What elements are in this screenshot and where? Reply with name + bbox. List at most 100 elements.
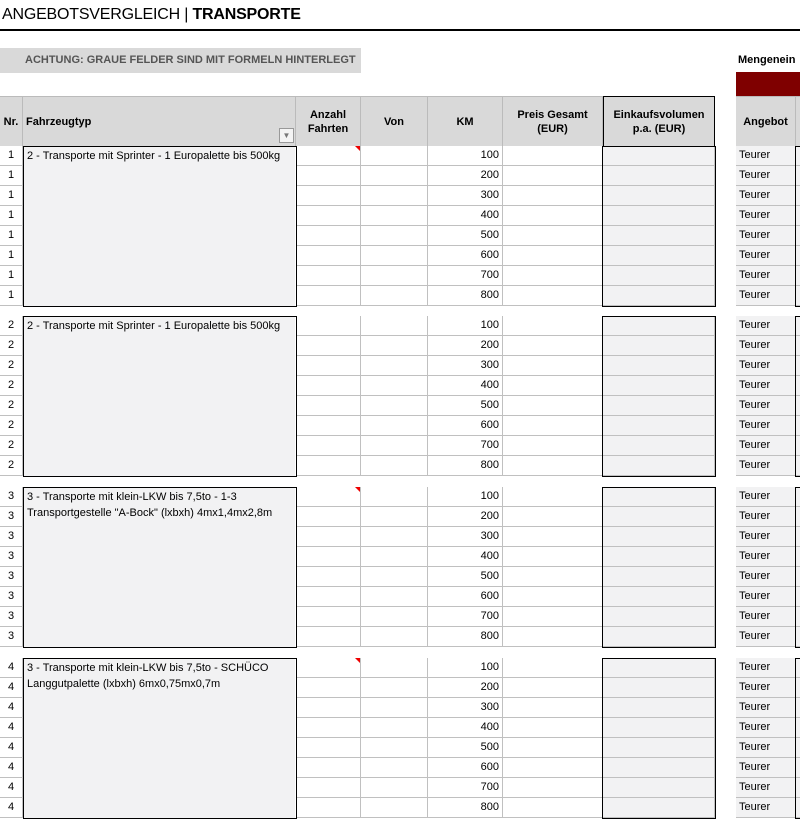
anzahl-cell[interactable] bbox=[296, 718, 361, 738]
km-cell[interactable]: 100 bbox=[428, 316, 503, 336]
preis-cell[interactable] bbox=[503, 607, 603, 627]
preis-cell[interactable] bbox=[503, 226, 603, 246]
row-number[interactable]: 2 bbox=[0, 416, 23, 436]
col-header-fahrzeugtyp[interactable]: Fahrzeugtyp bbox=[23, 96, 296, 146]
von-cell[interactable] bbox=[361, 376, 428, 396]
col-header-anzahl[interactable]: Anzahl Fahrten bbox=[296, 96, 361, 146]
km-cell[interactable]: 100 bbox=[428, 658, 503, 678]
von-cell[interactable] bbox=[361, 316, 428, 336]
von-cell[interactable] bbox=[361, 798, 428, 818]
preis-cell[interactable] bbox=[503, 186, 603, 206]
col-header-km[interactable]: KM bbox=[428, 96, 503, 146]
row-number[interactable]: 1 bbox=[0, 206, 23, 226]
anzahl-cell[interactable] bbox=[296, 678, 361, 698]
von-cell[interactable] bbox=[361, 186, 428, 206]
preis-cell[interactable] bbox=[503, 416, 603, 436]
fahrzeugtyp-cell[interactable]: 3 - Transporte mit klein-LKW bis 7,5to -… bbox=[24, 658, 295, 818]
preis-cell[interactable] bbox=[503, 206, 603, 226]
preis-cell[interactable] bbox=[503, 316, 603, 336]
von-cell[interactable] bbox=[361, 416, 428, 436]
row-number[interactable]: 4 bbox=[0, 758, 23, 778]
row-number[interactable]: 1 bbox=[0, 286, 23, 306]
von-cell[interactable] bbox=[361, 698, 428, 718]
row-number[interactable]: 2 bbox=[0, 356, 23, 376]
km-cell[interactable]: 800 bbox=[428, 456, 503, 476]
km-cell[interactable]: 400 bbox=[428, 718, 503, 738]
row-number[interactable]: 3 bbox=[0, 547, 23, 567]
preis-cell[interactable] bbox=[503, 658, 603, 678]
preis-cell[interactable] bbox=[503, 698, 603, 718]
row-number[interactable]: 2 bbox=[0, 456, 23, 476]
preis-cell[interactable] bbox=[503, 246, 603, 266]
row-number[interactable]: 3 bbox=[0, 567, 23, 587]
col-header-nr[interactable]: Nr. bbox=[0, 96, 23, 146]
von-cell[interactable] bbox=[361, 286, 428, 306]
preis-cell[interactable] bbox=[503, 678, 603, 698]
row-number[interactable]: 4 bbox=[0, 658, 23, 678]
preis-cell[interactable] bbox=[503, 166, 603, 186]
preis-cell[interactable] bbox=[503, 487, 603, 507]
km-cell[interactable]: 700 bbox=[428, 266, 503, 286]
km-cell[interactable]: 600 bbox=[428, 758, 503, 778]
anzahl-cell[interactable] bbox=[296, 246, 361, 266]
von-cell[interactable] bbox=[361, 246, 428, 266]
von-cell[interactable] bbox=[361, 487, 428, 507]
fahrzeugtyp-cell[interactable]: 2 - Transporte mit Sprinter - 1 Europale… bbox=[24, 316, 295, 476]
row-number[interactable]: 1 bbox=[0, 146, 23, 166]
anzahl-cell[interactable] bbox=[296, 627, 361, 647]
anzahl-cell[interactable] bbox=[296, 186, 361, 206]
col-header-von[interactable]: Von bbox=[361, 96, 428, 146]
km-cell[interactable]: 200 bbox=[428, 336, 503, 356]
preis-cell[interactable] bbox=[503, 507, 603, 527]
anzahl-cell[interactable] bbox=[296, 436, 361, 456]
row-number[interactable]: 2 bbox=[0, 376, 23, 396]
von-cell[interactable] bbox=[361, 658, 428, 678]
anzahl-cell[interactable] bbox=[296, 738, 361, 758]
preis-cell[interactable] bbox=[503, 436, 603, 456]
row-number[interactable]: 1 bbox=[0, 166, 23, 186]
von-cell[interactable] bbox=[361, 527, 428, 547]
anzahl-cell[interactable] bbox=[296, 396, 361, 416]
anzahl-cell[interactable] bbox=[296, 587, 361, 607]
km-cell[interactable]: 800 bbox=[428, 798, 503, 818]
preis-cell[interactable] bbox=[503, 718, 603, 738]
row-number[interactable]: 3 bbox=[0, 587, 23, 607]
row-number[interactable]: 1 bbox=[0, 266, 23, 286]
anzahl-cell[interactable] bbox=[296, 698, 361, 718]
von-cell[interactable] bbox=[361, 567, 428, 587]
km-cell[interactable]: 600 bbox=[428, 416, 503, 436]
km-cell[interactable]: 500 bbox=[428, 738, 503, 758]
km-cell[interactable]: 500 bbox=[428, 226, 503, 246]
von-cell[interactable] bbox=[361, 738, 428, 758]
row-number[interactable]: 3 bbox=[0, 527, 23, 547]
anzahl-cell[interactable] bbox=[296, 527, 361, 547]
von-cell[interactable] bbox=[361, 226, 428, 246]
km-cell[interactable]: 700 bbox=[428, 778, 503, 798]
anzahl-cell[interactable] bbox=[296, 798, 361, 818]
row-number[interactable]: 1 bbox=[0, 246, 23, 266]
row-number[interactable]: 2 bbox=[0, 336, 23, 356]
anzahl-cell[interactable] bbox=[296, 758, 361, 778]
preis-cell[interactable] bbox=[503, 758, 603, 778]
km-cell[interactable]: 200 bbox=[428, 678, 503, 698]
row-number[interactable]: 2 bbox=[0, 316, 23, 336]
km-cell[interactable]: 700 bbox=[428, 607, 503, 627]
von-cell[interactable] bbox=[361, 587, 428, 607]
row-number[interactable]: 3 bbox=[0, 607, 23, 627]
anzahl-cell[interactable] bbox=[296, 456, 361, 476]
km-cell[interactable]: 600 bbox=[428, 587, 503, 607]
von-cell[interactable] bbox=[361, 507, 428, 527]
km-cell[interactable]: 200 bbox=[428, 166, 503, 186]
row-number[interactable]: 4 bbox=[0, 678, 23, 698]
preis-cell[interactable] bbox=[503, 587, 603, 607]
row-number[interactable]: 2 bbox=[0, 396, 23, 416]
von-cell[interactable] bbox=[361, 547, 428, 567]
row-number[interactable]: 3 bbox=[0, 627, 23, 647]
fahrzeugtyp-cell[interactable]: 2 - Transporte mit Sprinter - 1 Europale… bbox=[24, 146, 295, 306]
row-number[interactable]: 4 bbox=[0, 798, 23, 818]
von-cell[interactable] bbox=[361, 396, 428, 416]
anzahl-cell[interactable] bbox=[296, 226, 361, 246]
anzahl-cell[interactable] bbox=[296, 607, 361, 627]
preis-cell[interactable] bbox=[503, 527, 603, 547]
preis-cell[interactable] bbox=[503, 356, 603, 376]
